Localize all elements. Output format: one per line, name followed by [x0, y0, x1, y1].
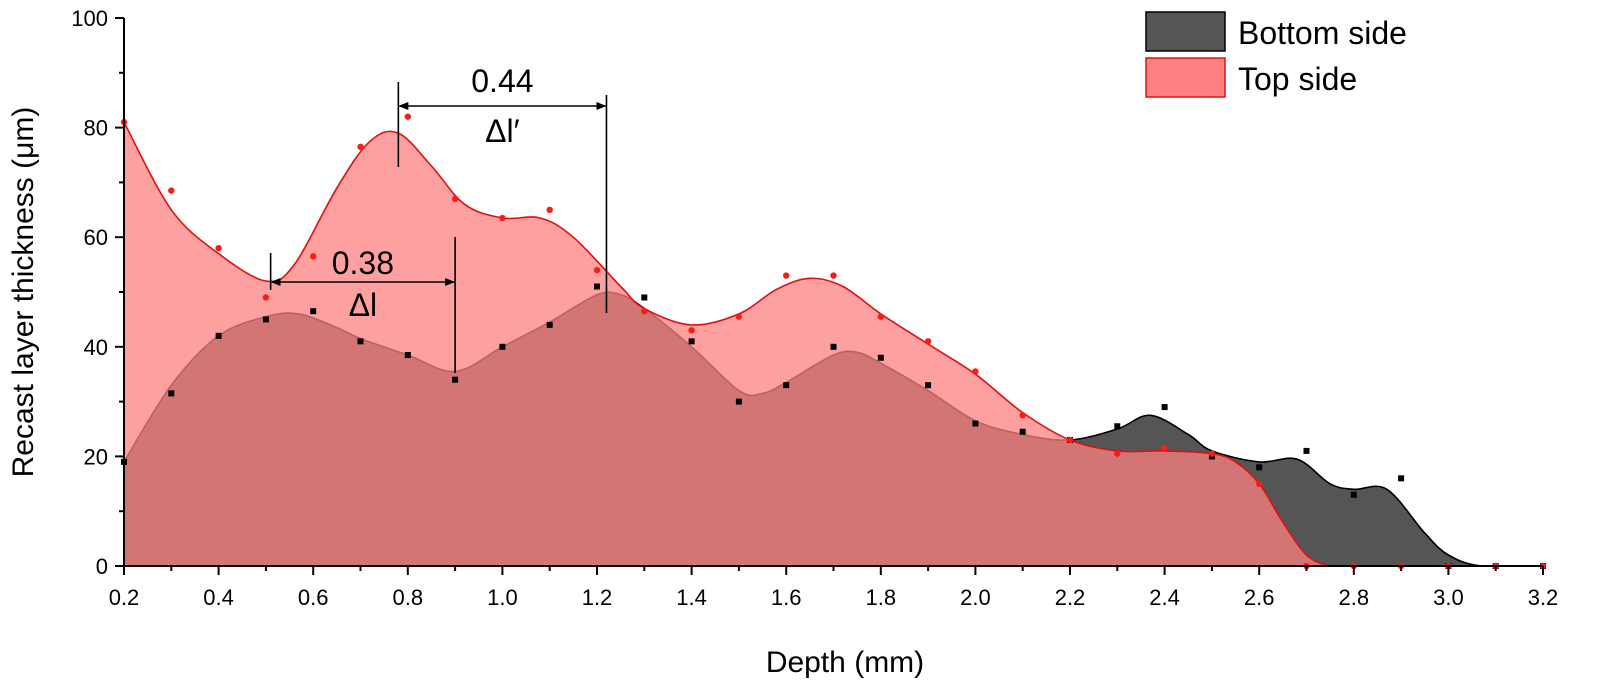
data-point-top: [1066, 436, 1074, 444]
data-point-top: [357, 143, 364, 150]
data-point-top: [1208, 450, 1216, 457]
data-point-bottom: [262, 316, 269, 323]
data-point-top: [688, 327, 695, 334]
data-point-top: [924, 338, 932, 345]
data-point-top: [593, 266, 601, 274]
x-tick-label: 1.6: [771, 585, 802, 610]
dimension-symbol: Δl′: [485, 113, 519, 149]
data-point-bottom: [1256, 464, 1263, 471]
x-tick-label: 0.2: [109, 585, 140, 610]
y-axis-title: Recast layer thickness (μm): [7, 107, 40, 478]
x-tick-label: 2.2: [1055, 585, 1086, 610]
y-tick-label: 0: [96, 554, 108, 579]
legend-label-bottom: Bottom side: [1238, 15, 1407, 51]
data-point-bottom: [546, 321, 553, 328]
dimension-symbol: Δl: [349, 287, 377, 323]
data-point-top: [262, 294, 270, 301]
y-tick-label: 40: [84, 335, 108, 360]
data-point-top: [1161, 444, 1168, 452]
y-tick-label: 80: [84, 116, 108, 141]
data-point-bottom: [215, 332, 222, 339]
data-point-top: [877, 313, 884, 320]
x-tick-label: 1.0: [487, 585, 518, 610]
legend-swatch-bottom: [1145, 11, 1226, 52]
legend-swatch-top: [1145, 57, 1226, 98]
data-point-bottom: [972, 420, 979, 427]
data-point-bottom: [641, 294, 648, 301]
data-point-bottom: [877, 354, 884, 361]
data-point-top: [546, 206, 553, 213]
data-point-top: [310, 253, 317, 260]
series-line-top: [123, 121, 1543, 567]
x-tick-label: 0.8: [393, 585, 424, 610]
x-tick-label: 2.8: [1339, 585, 1370, 610]
data-point-top: [783, 272, 790, 279]
plot-annotations: 0.38 Δl 0.44 Δl′: [269, 63, 608, 373]
dimension-value: 0.44: [471, 63, 533, 99]
legend-label-top: Top side: [1238, 61, 1357, 97]
data-point-bottom: [310, 308, 317, 315]
data-point-bottom: [1019, 428, 1026, 435]
data-point-top: [972, 368, 979, 375]
data-point-bottom: [452, 376, 459, 383]
x-tick-label: 0.4: [203, 585, 234, 610]
data-point-top: [1256, 480, 1263, 487]
data-point-bottom: [1350, 491, 1357, 498]
data-point-bottom: [1114, 423, 1121, 430]
x-tick-label: 0.6: [298, 585, 329, 610]
x-tick-label: 3.0: [1433, 585, 1464, 610]
x-tick-label: 1.2: [582, 585, 613, 610]
data-point-top: [404, 113, 411, 120]
data-point-bottom: [688, 338, 695, 345]
data-point-bottom: [168, 390, 175, 397]
data-point-top: [215, 244, 222, 252]
data-point-top: [641, 307, 648, 315]
data-point-bottom: [404, 352, 411, 359]
data-point-bottom: [1398, 475, 1405, 482]
data-point-top: [168, 187, 175, 194]
dimension-value: 0.38: [332, 245, 394, 281]
data-point-bottom: [594, 283, 600, 290]
y-tick-label: 20: [84, 444, 108, 469]
legend: Bottom side Top side: [1145, 11, 1407, 98]
axes: 0.2 0.4 0.6 0.8 1.0 1.2 1.4 1.6 1.8 2.0 2.2 2.4 2.6 2…: [71, 6, 1558, 610]
data-point-bottom: [783, 382, 790, 389]
data-point-bottom: [1303, 447, 1310, 454]
data-point-bottom: [357, 338, 364, 345]
data-point-bottom: [735, 398, 742, 405]
y-tick-label: 60: [84, 225, 108, 250]
data-point-bottom: [1161, 404, 1168, 411]
x-axis-title: Depth (mm): [766, 646, 924, 679]
data-point-top: [735, 313, 743, 320]
data-point-bottom: [925, 382, 932, 389]
x-tick-label: 1.4: [676, 585, 707, 610]
data-point-top: [499, 214, 506, 222]
y-tick-label: 100: [71, 6, 108, 31]
x-tick-label: 2.6: [1244, 585, 1275, 610]
x-tick-label: 1.8: [866, 585, 897, 610]
data-point-top: [1019, 412, 1026, 419]
data-point-bottom: [499, 343, 506, 350]
data-point-top: [451, 195, 459, 203]
x-tick-label: 2.0: [960, 585, 991, 610]
data-point-top: [1114, 450, 1121, 457]
x-tick-label: 2.4: [1149, 585, 1180, 610]
data-point-bottom: [830, 343, 837, 350]
x-tick-label: 3.2: [1528, 585, 1559, 610]
data-point-top: [830, 272, 837, 279]
